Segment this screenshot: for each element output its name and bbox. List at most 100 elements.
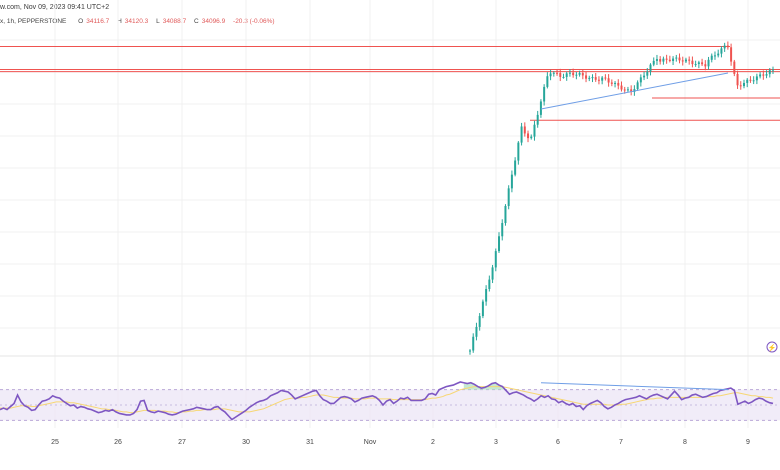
candle-body xyxy=(643,75,646,78)
candle-body xyxy=(772,69,774,71)
candle-body xyxy=(530,136,533,139)
candle-body xyxy=(575,74,578,76)
candle-body xyxy=(488,279,491,290)
x-tick-label: 26 xyxy=(114,439,122,446)
candle-body xyxy=(604,77,607,79)
rsi-overbought-fill xyxy=(463,382,552,390)
price-pane xyxy=(0,41,780,355)
candle-body xyxy=(633,89,636,92)
candle-body xyxy=(588,77,591,79)
candle-body xyxy=(581,73,584,76)
candle-body xyxy=(752,80,755,82)
candle-body xyxy=(626,89,629,91)
candle-body xyxy=(539,101,542,115)
candle-body xyxy=(675,57,678,59)
candle-body xyxy=(475,326,478,337)
candle-body xyxy=(481,301,484,317)
candle-body xyxy=(672,58,675,61)
rsi-line xyxy=(0,381,774,421)
candle-body xyxy=(498,236,501,252)
open-label: O xyxy=(78,18,84,25)
candle-body xyxy=(594,77,597,80)
candle-body xyxy=(552,72,555,74)
candle-body xyxy=(469,350,471,352)
x-tick-label: 2 xyxy=(431,439,435,446)
candle-body xyxy=(730,47,733,62)
x-tick-label: Nov xyxy=(364,439,377,446)
candle-body xyxy=(649,64,652,72)
candle-body xyxy=(614,82,617,84)
ohlc-legend: x, 1h, PEPPERSTONE O 34116.7 H 34120.3 L 34… xyxy=(0,18,275,30)
candle-body xyxy=(646,71,649,76)
x-tick-label: 9 xyxy=(746,439,750,446)
x-tick-label: 6 xyxy=(556,439,560,446)
candle-body xyxy=(723,45,726,49)
candle-body xyxy=(572,72,575,76)
candle-body xyxy=(617,82,620,86)
candle-body xyxy=(736,73,739,86)
candle-body xyxy=(549,73,552,77)
x-tick-label: 30 xyxy=(242,439,250,446)
symbol-info: x, 1h, PEPPERSTONE xyxy=(0,18,67,25)
candle-body xyxy=(578,73,581,75)
candle-body xyxy=(765,74,768,76)
candle-body xyxy=(536,114,539,125)
close-label: C xyxy=(194,18,199,25)
candle-body xyxy=(720,48,723,54)
candle-body xyxy=(768,70,771,75)
lightning-icon-ring xyxy=(766,341,778,353)
candle-body xyxy=(494,251,497,268)
candle-body xyxy=(704,64,707,67)
candle-body xyxy=(655,59,658,61)
candle-body xyxy=(520,126,523,143)
candle-body xyxy=(717,53,720,56)
x-tick-label: 7 xyxy=(619,439,623,446)
candle-body xyxy=(636,82,639,90)
x-tick-label: 25 xyxy=(51,439,59,446)
candle-body xyxy=(707,59,710,67)
candle-body xyxy=(697,62,700,65)
lightning-icon: ⚡ xyxy=(768,343,777,352)
candle-body xyxy=(562,76,565,78)
candle-body xyxy=(668,59,671,61)
x-tick-label: 27 xyxy=(178,439,186,446)
candle-body xyxy=(568,72,571,74)
low-label: L xyxy=(156,18,160,25)
rsi-ma-line xyxy=(0,386,774,414)
candle-body xyxy=(639,77,642,83)
candle-body xyxy=(517,142,520,161)
candle-body xyxy=(610,82,613,84)
candle-body xyxy=(678,57,681,61)
candle-body xyxy=(713,55,716,57)
candle-body xyxy=(591,77,594,79)
candle-body xyxy=(623,89,626,91)
candle-body xyxy=(472,336,475,351)
candle-body xyxy=(652,60,655,65)
candle-body xyxy=(523,126,526,134)
candle-body xyxy=(527,133,530,139)
rsi-pane xyxy=(0,381,780,421)
candle-body xyxy=(546,76,549,87)
rsi-trendline xyxy=(540,382,729,391)
high-value: 34120.3 xyxy=(124,18,149,25)
candle-body xyxy=(597,79,600,81)
candle-body xyxy=(759,74,762,77)
candle-body xyxy=(710,55,713,60)
candle-body xyxy=(607,78,610,83)
candle-body xyxy=(501,223,504,237)
x-tick-label: 3 xyxy=(494,439,498,446)
candle-body xyxy=(504,205,507,224)
low-value: 34088.7 xyxy=(162,18,187,25)
candle-body xyxy=(694,64,697,66)
high-label: H xyxy=(117,18,122,25)
candle-body xyxy=(755,76,758,81)
candle-body xyxy=(510,174,513,189)
candle-body xyxy=(665,58,668,60)
candle-body xyxy=(601,77,604,81)
candle-body xyxy=(565,73,568,77)
candle-body xyxy=(556,72,559,74)
change-value: -20.3 (-0.06%) xyxy=(233,18,275,25)
price-trendline xyxy=(540,72,729,110)
candle-body xyxy=(478,316,481,327)
